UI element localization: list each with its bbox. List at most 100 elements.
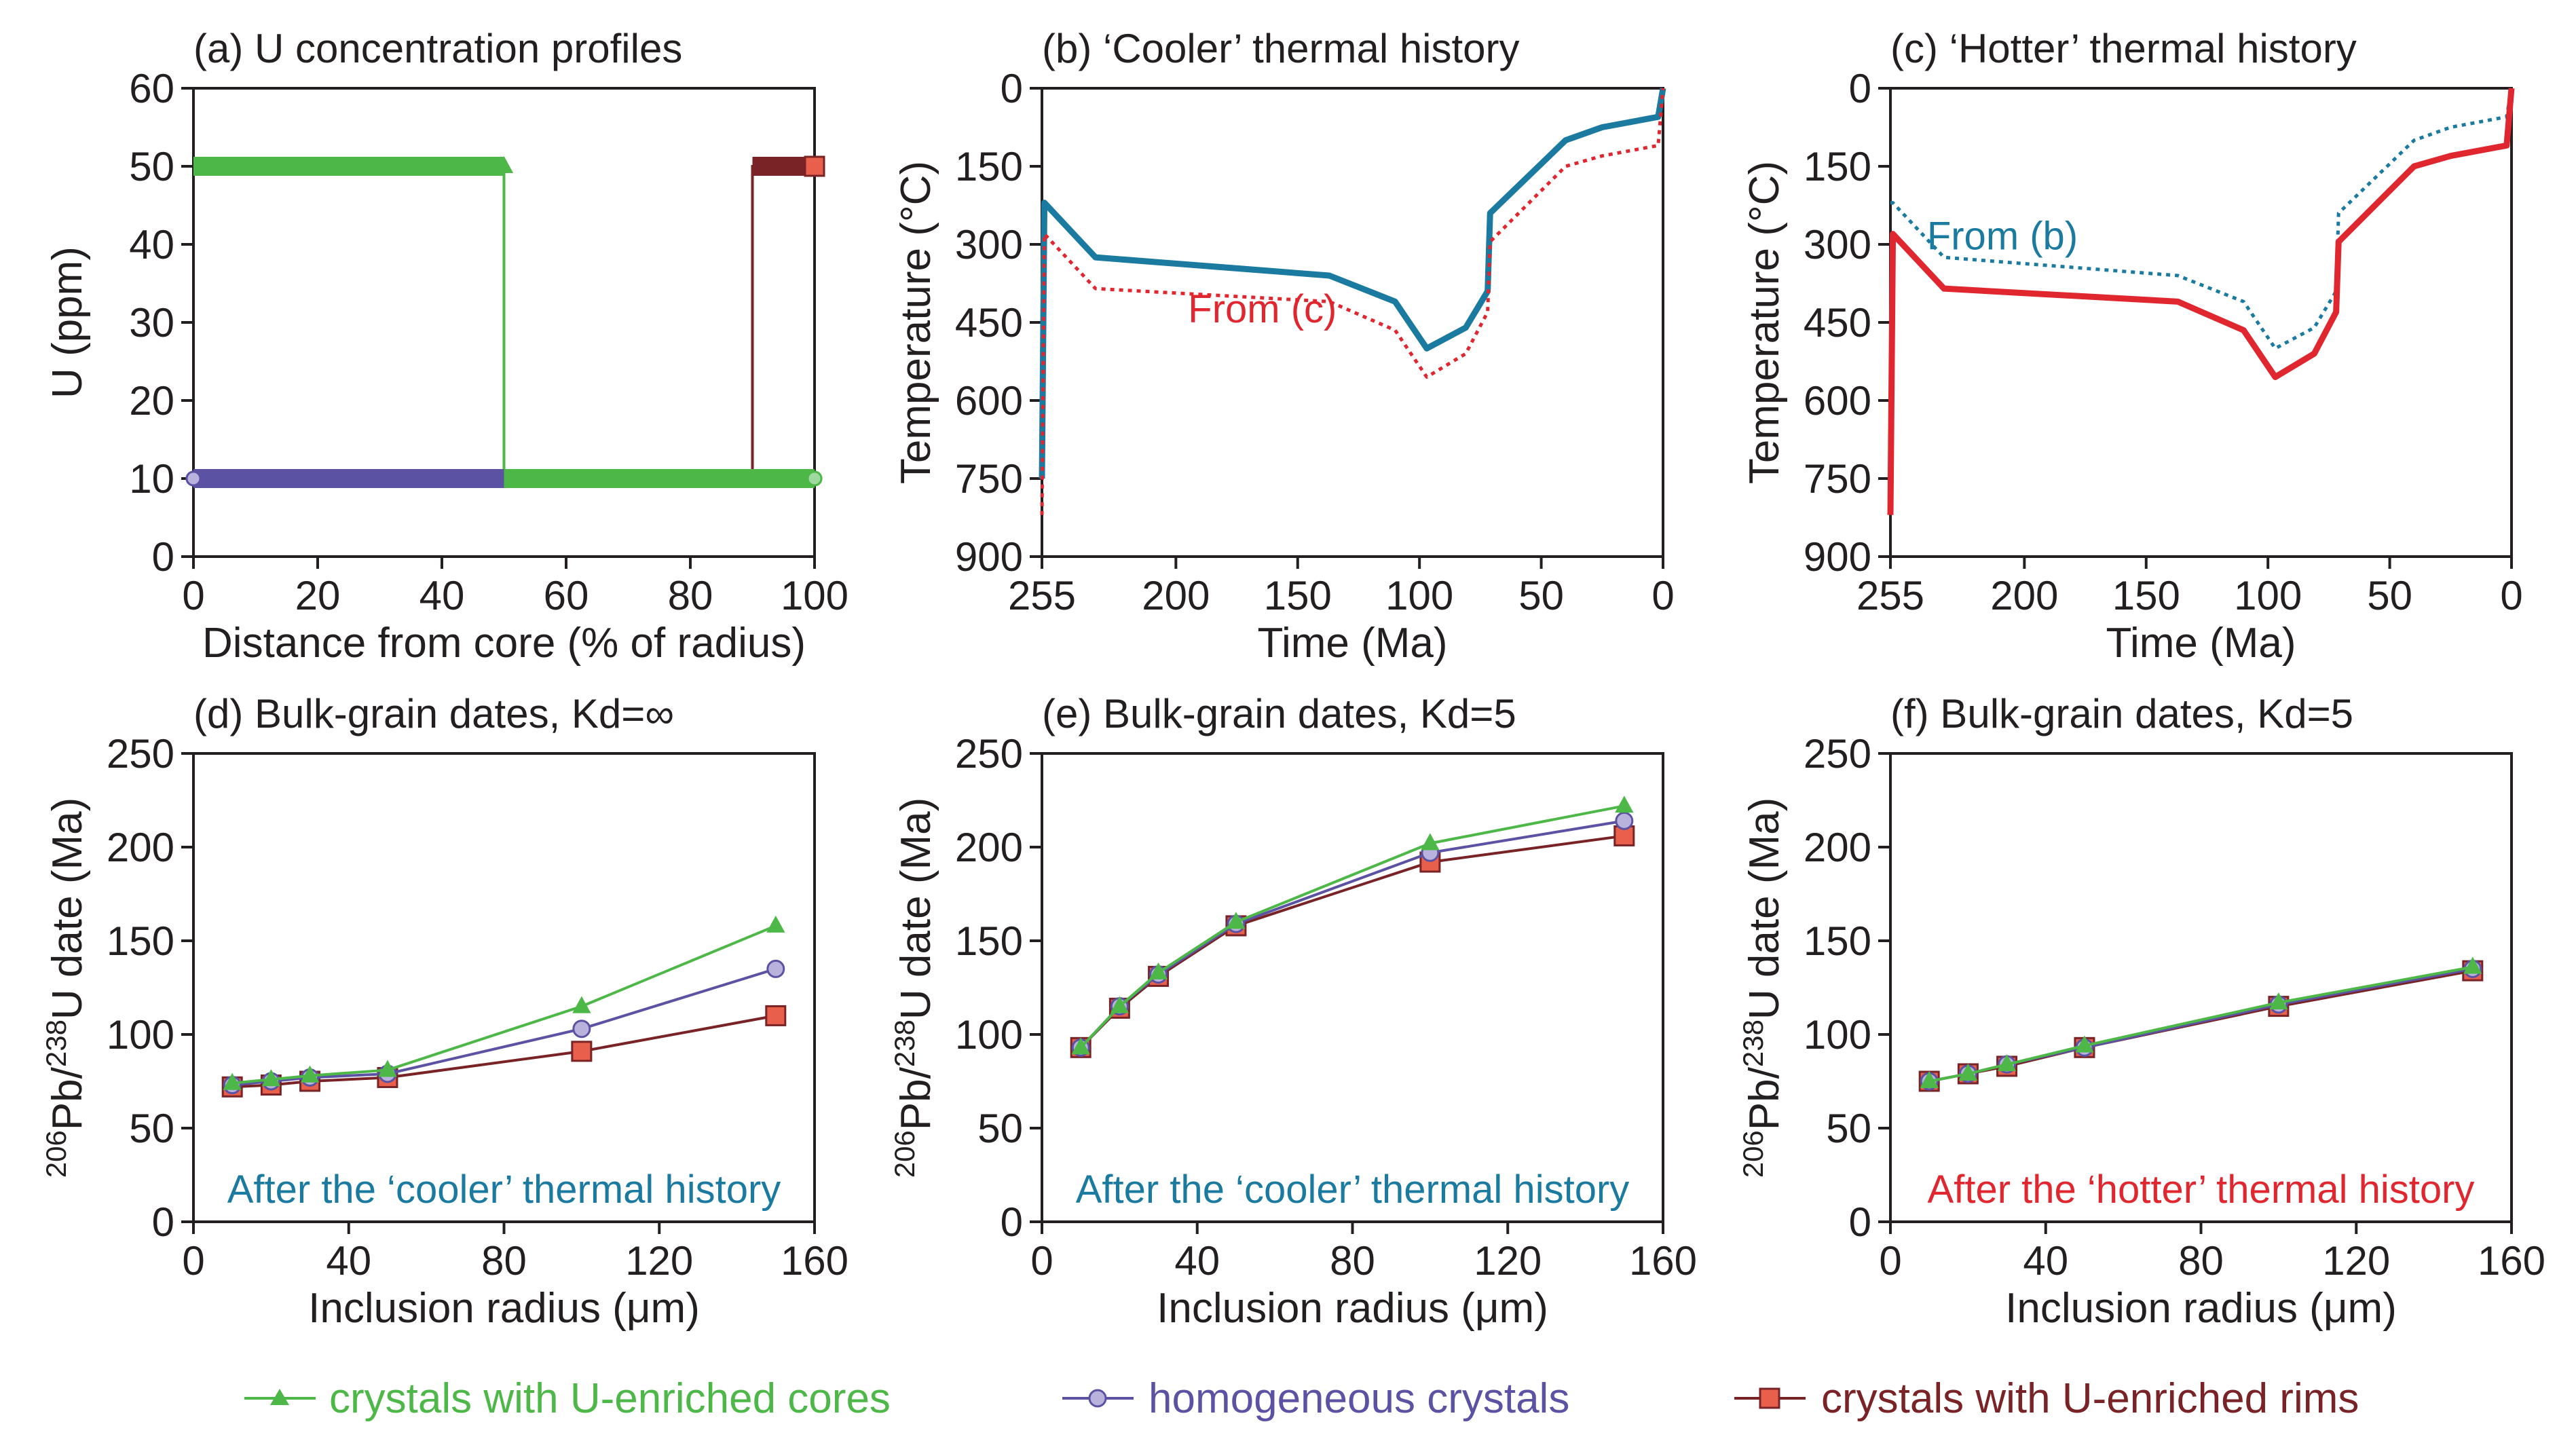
- y-axis-label: 206Pb/238U date (Ma): [1737, 798, 1789, 1178]
- x-tick-label: 120: [625, 1238, 693, 1284]
- x-tick-label: 100: [1385, 573, 1453, 618]
- y-tick-label: 600: [1804, 378, 1871, 424]
- x-tick-label: 200: [1990, 573, 2058, 618]
- legend-entry-homogeneous: homogeneous crystals: [1062, 1375, 1569, 1422]
- legend-marker-rims: [1759, 1387, 1780, 1409]
- panel-c: (c) ‘Hotter’ thermal history 255 200 150 100…: [1741, 26, 2523, 667]
- y-tick-label: 300: [1804, 222, 1871, 267]
- y-tick-label: 250: [955, 731, 1023, 777]
- annotation: From (c): [1188, 287, 1337, 331]
- data-point-cores: [1920, 1070, 1939, 1088]
- superscript: 238: [1737, 1020, 1769, 1067]
- x-tick-label: 160: [1629, 1238, 1697, 1284]
- y-tick-label: 60: [129, 66, 174, 111]
- y-tick-label: 50: [977, 1106, 1023, 1151]
- data-point-cores: [300, 1065, 320, 1083]
- label-part: U date (Ma): [44, 798, 91, 1020]
- data-point-cores: [766, 915, 785, 933]
- x-axis-label: Inclusion radius (μm): [2005, 1285, 2397, 1332]
- series-band-homogeneous-top: [193, 469, 504, 488]
- series-line-cores: [193, 165, 815, 480]
- data-point-cores: [1071, 1037, 1090, 1055]
- y-tick-label: 150: [1804, 144, 1871, 189]
- label-part: U date (Ma): [893, 798, 939, 1020]
- plot-frame: [192, 752, 816, 1223]
- data-point-cores: [1227, 912, 1246, 929]
- y-tick-label: 900: [1804, 534, 1871, 580]
- series-line-cores: [1079, 804, 1625, 1049]
- superscript: 238: [889, 1020, 920, 1067]
- plot-frame: [1041, 752, 1664, 1223]
- x-tick-label: 0: [182, 1238, 204, 1284]
- x-tick-label: 100: [2234, 573, 2302, 618]
- y-tick-label: 200: [1804, 825, 1871, 870]
- chart-title: (b) ‘Cooler’ thermal history: [1042, 26, 1520, 71]
- y-tick-label: 200: [107, 825, 174, 870]
- series-line-cooler: [1039, 88, 1666, 479]
- x-tick-label: 80: [2178, 1238, 2224, 1284]
- y-tick-label: 0: [1849, 1199, 1871, 1245]
- data-point-cores: [378, 1060, 397, 1077]
- annotation: From (b): [1927, 214, 2078, 259]
- y-tick-label: 0: [1001, 1199, 1023, 1245]
- data-point-cores: [1997, 1054, 2017, 1072]
- data-point-rims: [1613, 825, 1635, 846]
- annotation: After the ‘cooler’ thermal history: [227, 1167, 781, 1212]
- y-tick-label: 0: [1849, 66, 1871, 111]
- legend-label-rims: crystals with U-enriched rims: [1821, 1375, 2359, 1422]
- superscript: 238: [40, 1020, 72, 1067]
- y-tick-label: 50: [129, 1106, 174, 1151]
- x-tick-label: 40: [2023, 1238, 2068, 1284]
- panel-d: (d) Bulk-grain dates, Kd=∞ 0 40 80 120 160 0 50…: [40, 691, 849, 1332]
- series-line-rims: [1079, 834, 1625, 1049]
- x-tick-label: 160: [781, 1238, 848, 1284]
- y-tick-label: 450: [955, 300, 1023, 345]
- legend-entry-cores: crystals with U-enriched cores: [244, 1375, 891, 1422]
- y-axis-label: U (ppm): [44, 246, 91, 398]
- y-tick-label: 200: [955, 825, 1023, 870]
- chart-title: (f) Bulk-grain dates, Kd=5: [1890, 691, 2353, 736]
- x-tick-label: 20: [295, 573, 341, 618]
- y-tick-label: 900: [955, 534, 1023, 580]
- superscript: 206: [1737, 1130, 1769, 1178]
- data-point-cores: [1149, 962, 1168, 979]
- x-tick-label: 200: [1142, 573, 1210, 618]
- x-tick-label: 80: [481, 1238, 527, 1284]
- panel-f: (f) Bulk-grain dates, Kd=5 0 40 80 120 160 0 50…: [1737, 691, 2546, 1332]
- legend-marker-cores: [270, 1389, 289, 1405]
- y-axis-label: 206Pb/238U date (Ma): [40, 798, 92, 1178]
- data-point-rims: [571, 1041, 593, 1062]
- series-band-cores-top: [504, 469, 815, 488]
- superscript: 206: [40, 1130, 72, 1178]
- y-tick-label: 0: [1001, 66, 1023, 111]
- data-point-cores: [1615, 796, 1634, 813]
- data-point-cores: [2269, 992, 2288, 1010]
- data-point-cores: [261, 1069, 281, 1087]
- x-tick-label: 0: [182, 573, 204, 618]
- data-point-cores: [2463, 956, 2482, 974]
- x-tick-label: 80: [668, 573, 713, 618]
- y-tick-label: 150: [955, 144, 1023, 189]
- y-axis-label: 206Pb/238U date (Ma): [889, 798, 940, 1178]
- x-tick-label: 40: [326, 1238, 371, 1284]
- y-tick-label: 50: [1826, 1106, 1871, 1151]
- y-tick-label: 150: [1804, 918, 1871, 964]
- label-part: U date (Ma): [1741, 798, 1788, 1020]
- x-tick-label: 60: [544, 573, 589, 618]
- y-tick-label: 30: [129, 300, 174, 345]
- y-tick-label: 0: [152, 534, 174, 580]
- x-tick-label: 150: [1264, 573, 1332, 618]
- x-tick-label: 50: [1518, 573, 1564, 618]
- y-tick-label: 10: [129, 456, 174, 502]
- x-tick-label: 0: [1030, 1238, 1053, 1284]
- data-point-homogeneous: [1615, 811, 1634, 830]
- y-tick-label: 100: [1804, 1012, 1871, 1058]
- x-tick-label: 0: [1651, 573, 1674, 618]
- data-point-cores: [2075, 1035, 2094, 1053]
- series-marker-homogeneous: [185, 470, 202, 487]
- series-marker-cores: [494, 155, 514, 173]
- y-tick-label: 100: [107, 1012, 174, 1058]
